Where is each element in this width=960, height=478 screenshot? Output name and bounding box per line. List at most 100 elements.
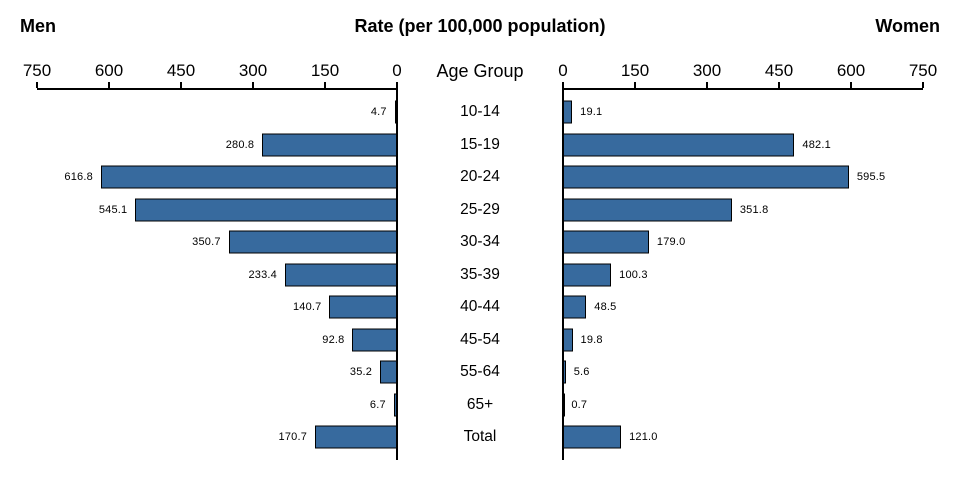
women-bar: [563, 198, 732, 222]
men-row-40-44: 140.7: [37, 291, 397, 324]
men-value-label: 170.7: [278, 431, 308, 444]
men-value-label: 616.8: [64, 171, 93, 184]
men-value-label: 545.1: [98, 203, 128, 216]
men-bar: [315, 425, 397, 449]
women-value-label: 482.1: [802, 138, 831, 151]
men-value-label: 233.4: [248, 268, 277, 281]
men-bar: [135, 198, 397, 222]
men-bar: [352, 328, 397, 352]
women-row-55-64: 5.6: [563, 356, 923, 389]
men-tick-mark: [108, 82, 110, 88]
women-tick-label: 600: [836, 61, 866, 80]
women-row-30-34: 179.0: [563, 226, 923, 259]
women-tick-label: 150: [620, 61, 650, 80]
women-tick-label: 300: [692, 61, 722, 80]
men-row-20-24: 616.8: [37, 161, 397, 194]
women-bar: [563, 328, 573, 352]
men-plot-area: 750 600 450 300 150 0 4.7 280.8 616.8 545.1 350.7…: [23, 61, 402, 460]
men-row-30-34: 350.7: [37, 226, 397, 259]
men-tick-label: 600: [94, 61, 124, 80]
men-bar: [393, 393, 397, 417]
men-category-axis-line: [396, 88, 398, 460]
age-group-label: 35-39: [460, 265, 500, 283]
men-row-45-54: 92.8: [37, 324, 397, 357]
women-value-label: 595.5: [856, 171, 886, 184]
age-group-label: 65+: [466, 395, 494, 413]
age-group-labels: 10-14 15-19 20-24 25-29 30-34 35-39 40-44 45-54…: [397, 96, 563, 454]
men-tick-label: 150: [310, 61, 340, 80]
women-tick-mark: [706, 82, 708, 88]
women-tick-label: 750: [908, 61, 938, 80]
men-tick-mark: [324, 82, 326, 88]
men-tick-mark: [36, 82, 38, 88]
women-row-20-24: 595.5: [563, 161, 923, 194]
age-group-label: 10-14: [460, 103, 500, 120]
men-tick-label: 450: [166, 61, 196, 80]
women-bar: [563, 425, 622, 449]
men-row-10-14: 4.7: [37, 96, 397, 129]
women-tick-mark: [778, 82, 780, 88]
women-tick-label: 0: [558, 61, 568, 80]
men-tick-label: 300: [238, 61, 268, 80]
women-bars: 19.1 482.1 595.5 351.8 179.0 100.3 48.5 19.8 5.6…: [563, 96, 923, 454]
women-value-label: 0.7: [571, 398, 588, 411]
men-row-15-19: 280.8: [37, 129, 397, 162]
men-value-label: 35.2: [349, 366, 373, 379]
men-value-label: 350.7: [192, 236, 221, 249]
women-tick-mark: [562, 82, 564, 88]
women-value-label: 19.8: [580, 333, 603, 346]
women-row-65+: 0.7: [563, 389, 923, 422]
age-group-label: 25-29: [460, 200, 500, 218]
men-row-55-64: 35.2: [37, 356, 397, 389]
women-bar: [563, 360, 566, 384]
women-bar: [563, 165, 849, 189]
women-series-title: Women: [875, 16, 940, 36]
women-row-15-19: 482.1: [563, 129, 923, 162]
women-value-label: 100.3: [619, 268, 648, 281]
women-tick-mark: [634, 82, 636, 88]
men-row-65+: 6.7: [37, 389, 397, 422]
men-tick-mark: [180, 82, 182, 88]
men-value-label: 4.7: [370, 106, 387, 119]
women-row-45-54: 19.8: [563, 324, 923, 357]
men-series-title: Men: [20, 16, 56, 36]
men-bar: [100, 165, 397, 189]
men-row-25-29: 545.1: [37, 194, 397, 227]
women-row-35-39: 100.3: [563, 259, 923, 292]
men-value-label: 280.8: [225, 138, 255, 151]
women-row-Total: 121.0: [563, 421, 923, 454]
men-bar: [228, 230, 397, 254]
women-bar: [563, 133, 795, 157]
women-value-label: 351.8: [739, 203, 769, 216]
men-bar: [329, 295, 397, 319]
women-tick-mark: [922, 82, 924, 88]
men-value-axis-line: [37, 88, 397, 90]
men-row-Total: 170.7: [37, 421, 397, 454]
age-group-label: 15-19: [460, 135, 500, 153]
age-group-axis-title: Age Group: [436, 61, 524, 81]
men-bar: [380, 360, 397, 384]
age-group-label: 40-44: [460, 298, 500, 315]
men-value-label: 140.7: [292, 301, 322, 314]
women-value-label: 19.1: [580, 106, 603, 119]
men-row-35-39: 233.4: [37, 259, 397, 292]
men-tick-mark: [252, 82, 254, 88]
women-bar: [563, 263, 612, 287]
men-bars: 4.7 280.8 616.8 545.1 350.7 233.4 140.7 92.8 35.…: [37, 96, 397, 454]
women-bar: [563, 230, 649, 254]
men-bar: [284, 263, 397, 287]
age-group-label: Total: [463, 428, 497, 445]
women-bar: [563, 100, 573, 124]
women-plot-area: 0 150 300 450 600 750 19.1 482.1 595.5 351.8 179.…: [558, 61, 937, 460]
women-row-25-29: 351.8: [563, 194, 923, 227]
women-bar: [563, 295, 587, 319]
women-tick-mark: [850, 82, 852, 88]
women-value-axis-line: [563, 88, 923, 90]
women-tick-label: 450: [764, 61, 794, 80]
men-tick-label: 0: [392, 61, 402, 80]
age-group-label: 30-34: [460, 233, 500, 250]
men-value-label: 92.8: [322, 333, 345, 346]
men-bar: [262, 133, 397, 157]
women-value-label: 121.0: [629, 431, 658, 444]
